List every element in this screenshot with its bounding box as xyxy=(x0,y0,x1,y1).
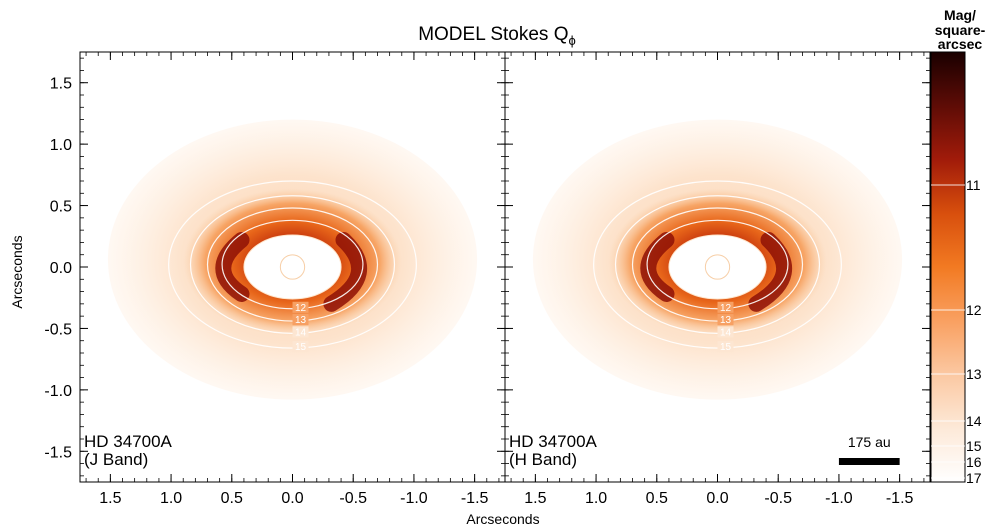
contour-label: 14 xyxy=(720,327,732,338)
contour-label-bg xyxy=(292,326,309,338)
crescent-east xyxy=(215,231,250,303)
panel-band-label: (H Band) xyxy=(509,450,577,469)
x-tick-label: 0.0 xyxy=(281,490,303,507)
colorbar-tick-label: 12 xyxy=(966,302,982,318)
chart-title: MODEL Stokes Qϕ xyxy=(418,24,576,48)
chart-title-subscript: ϕ xyxy=(569,33,576,48)
star-mask xyxy=(704,254,731,280)
contour-label: 13 xyxy=(720,315,732,326)
x-tick-label: -0.5 xyxy=(764,490,792,507)
panel-band-label: (J Band) xyxy=(84,450,148,469)
colorbar-tick-label: 11 xyxy=(966,177,981,193)
contour-label: 12 xyxy=(720,303,732,314)
x-tick-label: -1.5 xyxy=(886,490,914,507)
x-tick-label: -0.5 xyxy=(339,490,367,507)
colorbar-tick-label: 15 xyxy=(966,438,982,454)
x-tick-label: 1.5 xyxy=(524,490,546,507)
y-tick-label: -1.5 xyxy=(44,444,72,461)
contour-label-bg xyxy=(292,341,309,353)
y-tick-label: 0.5 xyxy=(50,199,72,216)
contour-label: 13 xyxy=(295,315,307,326)
contour-label-bg xyxy=(292,301,309,313)
y-tick-label: 0.0 xyxy=(50,260,72,277)
x-tick-label: 0.0 xyxy=(706,490,728,507)
colorbar-tick-label: 16 xyxy=(966,454,982,470)
contour-label: 12 xyxy=(295,303,307,314)
panel-target-label: HD 34700A xyxy=(84,432,173,451)
inner-cavity xyxy=(243,234,342,300)
x-axis-label: Arcseconds xyxy=(466,511,539,527)
colorbar-tick-label: 13 xyxy=(966,366,982,382)
contour-label-bg xyxy=(717,301,734,313)
x-tick-label: -1.0 xyxy=(825,490,853,507)
x-tick-label: 1.5 xyxy=(99,490,121,507)
colorbar-gradient xyxy=(930,51,966,483)
contour-label-bg xyxy=(717,326,734,338)
x-tick-label: -1.5 xyxy=(461,490,489,507)
colorbar-title-line-1: Mag/ xyxy=(944,7,976,23)
y-tick-label: -1.0 xyxy=(44,383,72,400)
contour-label-bg xyxy=(717,314,734,326)
crescent-east xyxy=(640,231,675,303)
x-tick-label: 0.5 xyxy=(646,490,668,507)
crescent-west xyxy=(748,231,793,312)
x-tick-label: 1.0 xyxy=(160,490,182,507)
scale-bar xyxy=(838,458,900,465)
colorbar-title-line-3: arcsec xyxy=(938,36,983,52)
x-tick-label: 0.5 xyxy=(221,490,243,507)
y-tick-label: -0.5 xyxy=(44,321,72,338)
y-tick-label: 1.5 xyxy=(50,76,72,93)
crescent-west xyxy=(323,231,368,312)
contour-label: 15 xyxy=(720,342,732,353)
contour-label: 14 xyxy=(295,327,307,338)
star-mask xyxy=(279,254,306,280)
colorbar-tick-label: 14 xyxy=(966,413,982,429)
contour-label-bg xyxy=(717,341,734,353)
x-tick-label: -1.0 xyxy=(400,490,428,507)
colorbar-tick-label: 17 xyxy=(966,470,982,486)
inner-cavity xyxy=(668,234,767,300)
y-axis-label: Arcseconds xyxy=(9,235,25,308)
x-tick-label: 1.0 xyxy=(585,490,607,507)
colorbar-title-line-2: square- xyxy=(935,22,986,38)
contour-label-bg xyxy=(292,314,309,326)
y-tick-label: 1.0 xyxy=(50,137,72,154)
contour-label: 15 xyxy=(295,342,307,353)
chart-title-main: MODEL Stokes Q xyxy=(418,24,568,45)
scale-bar-label: 175 au xyxy=(848,434,891,450)
panel-target-label: HD 34700A xyxy=(509,432,598,451)
